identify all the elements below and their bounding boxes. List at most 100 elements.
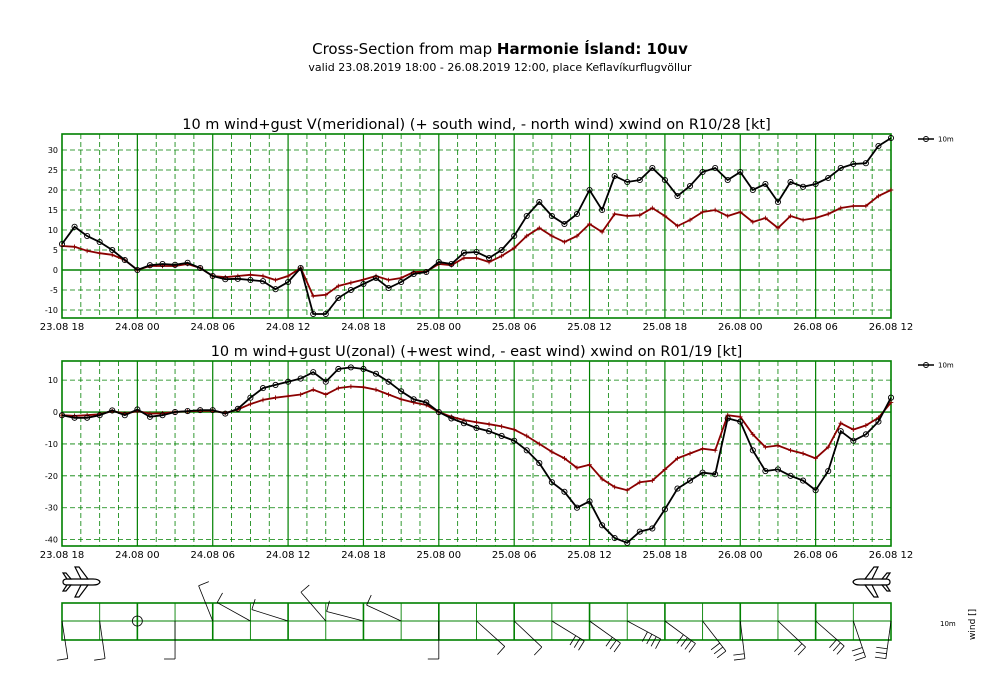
chart-panel-2: -40 -30 -20 -10 0 10 10 m wind+gust U(zonal) (… [40,344,954,561]
data-point-crosswind [524,233,530,239]
data-point-crosswind [336,283,341,289]
wind-barb [551,620,585,642]
legend: 10m [918,362,954,370]
data-point-crosswind [499,253,504,259]
wind-barb-flag [853,651,865,657]
data-point-wind [599,522,606,529]
wind-barb [476,620,506,647]
y-tick-label: 0 [53,408,58,417]
wind-barb [815,620,845,647]
data-point-wind [611,534,618,542]
data-point-crosswind [725,213,731,219]
data-point-wind [121,256,128,264]
plane-body [852,578,891,586]
y-tick-label: -20 [45,472,58,481]
data-point-wind [297,375,304,382]
y-tick-label: 15 [48,206,58,215]
data-point-crosswind [851,203,856,209]
x-tick-label: 26.08 06 [793,550,838,561]
x-tick-label: 25.08 12 [567,550,612,561]
chart-panel-1: -10 -5 0 5 10 15 20 25 30 10 m wind+gust V(meridi… [40,117,954,333]
data-point-crosswind [612,211,617,217]
wind-barb-flag [198,581,209,587]
data-point-wind [247,394,254,401]
data-point-wind [372,370,380,377]
chart-title: 10 m wind+gust V(meridional) (+ south wi… [182,117,770,133]
data-point-wind [171,261,179,268]
data-point-crosswind [624,487,630,493]
data-point-crosswind [109,252,115,258]
data-point-crosswind [687,451,693,456]
data-point-wind [511,437,518,444]
data-point-wind [774,198,782,206]
data-point-wind [536,198,543,206]
data-point-wind [84,232,91,240]
data-point-crosswind [587,221,592,227]
data-point-wind [134,266,141,274]
data-point-wind [297,264,304,272]
wind-barb-flag [573,638,581,648]
data-point-wind [209,407,216,414]
data-point-crosswind [285,273,291,279]
data-point-wind [586,498,593,505]
x-tick-label: 24.08 12 [266,550,311,561]
data-point-crosswind [574,465,580,471]
wind-barb-flag [684,640,692,650]
y-tick-label: 30 [48,146,58,155]
wind-barb-flag [569,635,577,646]
wind-barb-flag [676,634,684,644]
wind-barb-flag [613,642,621,653]
title-bold: Harmonie Ísland: 10uv [496,40,688,58]
data-point-wind [724,415,731,422]
data-point-wind [800,477,807,484]
data-point-crosswind [323,392,329,397]
data-point-wind [636,528,643,535]
chart-title: 10 m wind+gust U(zonal) (+west wind, - e… [211,344,743,360]
wind-barbs [56,581,892,661]
wind-barb-flag [326,600,330,612]
y-tick-label: 10 [48,226,58,235]
wind-barb-flag [641,631,648,642]
x-tick-label: 23.08 18 [40,322,85,333]
data-point-crosswind [624,213,630,219]
legend-label: 10m [938,362,954,370]
x-tick-label: 25.08 06 [492,322,537,333]
data-point-crosswind [863,423,869,428]
data-point-wind [674,192,681,200]
data-point-wind [712,164,719,172]
data-point-wind [84,414,91,421]
y-tick-label: 10 [48,376,58,385]
data-point-wind [573,504,581,511]
data-point-wind [109,407,116,414]
data-point-wind [423,399,430,406]
wind-barb [366,604,402,622]
data-point-crosswind [273,395,278,400]
x-tick-label: 24.08 06 [190,550,235,561]
data-point-wind [247,276,254,284]
wind-barb-flag [366,594,372,606]
data-point-wind [875,142,882,150]
data-point-wind [134,406,141,413]
data-point-wind [460,420,467,427]
data-point-wind [498,432,505,440]
data-point-crosswind [373,387,379,393]
plane-wing [863,566,879,598]
data-point-crosswind [411,400,416,405]
data-point-wind [272,381,279,388]
wind-barb [589,620,621,644]
data-point-crosswind [549,449,555,455]
data-point-wind [850,160,857,168]
data-point-crosswind [712,448,718,453]
data-point-wind [548,212,555,220]
wind-strip-axis-label: wind [] [968,609,978,640]
data-point-wind [146,413,153,420]
wind-barb [216,602,251,622]
legend-label: 10m [938,136,954,144]
data-point-wind [109,246,116,254]
airplane-icon-left [61,566,101,598]
data-point-wind [611,172,618,180]
data-point-crosswind [813,455,818,461]
data-point-wind [536,460,543,467]
data-point-wind [310,310,317,318]
x-tick-label: 24.08 06 [190,322,235,333]
